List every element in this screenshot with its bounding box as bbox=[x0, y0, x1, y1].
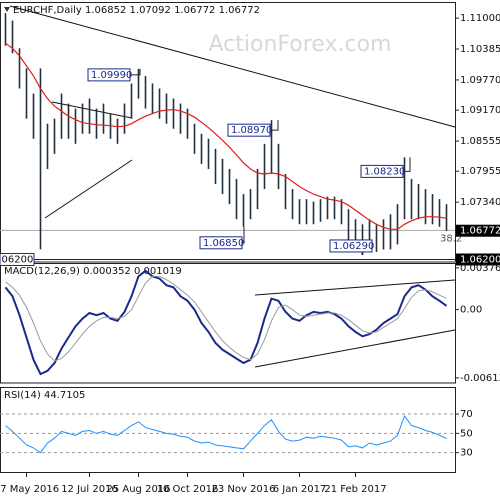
macd-panel bbox=[0, 263, 456, 384]
annotation-box bbox=[227, 123, 271, 137]
title-icon bbox=[4, 7, 10, 12]
annotation-connector bbox=[403, 157, 411, 172]
price-tag: 1.06772 bbox=[460, 226, 500, 237]
x-tick-label: 12 Jul 2016 bbox=[61, 484, 118, 495]
annotation-connector bbox=[130, 68, 141, 76]
price-tag: 1.06200 bbox=[460, 254, 500, 265]
x-tick-label: 25 Aug 2016 bbox=[106, 484, 170, 495]
moving-average bbox=[5, 42, 447, 230]
y-tick-label: 1.07340 bbox=[460, 197, 500, 208]
rsi-line bbox=[5, 414, 447, 454]
support-left-label: 1.06200 bbox=[0, 254, 33, 265]
price-tag-box bbox=[456, 253, 500, 266]
annotation-label: 1.08230 bbox=[364, 166, 405, 177]
trend-line bbox=[254, 329, 456, 368]
trend-line bbox=[9, 5, 456, 128]
y-tick-label: 1.09770 bbox=[460, 75, 500, 86]
y-tick-label: 1.07955 bbox=[460, 166, 500, 177]
annotation-box bbox=[87, 68, 131, 82]
support-box bbox=[0, 252, 35, 266]
annotation-box bbox=[329, 239, 373, 253]
y-tick-label: 70 bbox=[460, 409, 473, 420]
annotation-connector bbox=[242, 226, 245, 244]
trend-line bbox=[254, 279, 456, 296]
macd-title: MACD(12,26,9) 0.000352 0.001019 bbox=[4, 266, 182, 277]
annotation-box bbox=[199, 236, 243, 250]
price-tag-box bbox=[456, 224, 500, 237]
y-tick-label: 30 bbox=[460, 448, 473, 459]
x-tick-label: 10 Oct 2016 bbox=[157, 484, 219, 495]
y-tick-label: 0.00 bbox=[460, 305, 482, 316]
main-panel bbox=[0, 2, 456, 263]
annotation-label: 1.06290 bbox=[333, 241, 374, 252]
y-tick-label: 1.09170 bbox=[460, 105, 500, 116]
rsi-title: RSI(14) 44.7105 bbox=[4, 390, 85, 401]
x-tick-label: 6 Jan 2017 bbox=[273, 484, 327, 495]
x-tick-label: 23 Nov 2016 bbox=[211, 484, 275, 495]
macd-line bbox=[5, 275, 447, 362]
fib-label: 38.2 bbox=[440, 233, 462, 244]
trend-line bbox=[51, 101, 133, 119]
y-tick-label: 1.08555 bbox=[460, 136, 500, 147]
annotation-box bbox=[360, 164, 404, 178]
y-tick-label: 1.10385 bbox=[460, 44, 500, 55]
chart-title: EURCHF,Daily 1.06852 1.07092 1.06772 1.0… bbox=[13, 5, 260, 16]
y-tick-label: 0.003763 bbox=[460, 263, 500, 274]
y-tick-label: 50 bbox=[460, 428, 473, 439]
trend-line bbox=[44, 159, 133, 219]
x-tick-label: 21 Feb 2017 bbox=[324, 484, 386, 495]
annotation-label: 1.09990 bbox=[91, 70, 132, 81]
annotation-connector bbox=[270, 120, 279, 131]
annotation-label: 1.08970 bbox=[231, 125, 272, 136]
y-tick-label: 1.11000 bbox=[460, 13, 500, 24]
macd-line bbox=[4, 269, 448, 376]
rsi-panel bbox=[0, 387, 456, 473]
annotation-label: 1.06850 bbox=[203, 238, 244, 249]
watermark: ActionForex.com bbox=[209, 32, 392, 57]
x-tick-label: 27 May 2016 bbox=[0, 484, 59, 495]
y-tick-label: -0.006138 bbox=[460, 373, 500, 384]
